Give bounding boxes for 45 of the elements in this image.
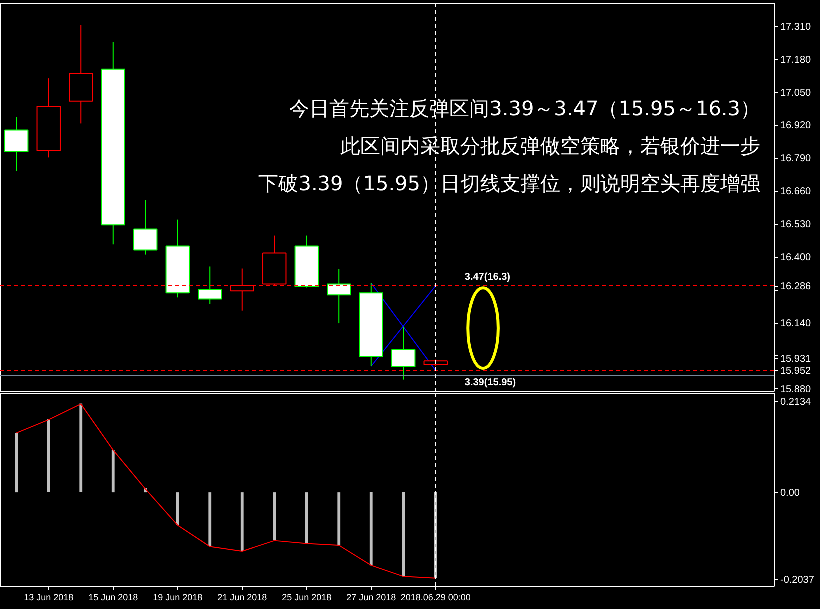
x-tick-label: 19 Jun 2018 [153, 592, 203, 602]
annotation: 此区间内采取分批反弹做空策略，若银价进一步 [340, 134, 760, 158]
ref-line-label: 16.286 [780, 282, 812, 293]
x-tick-label: 13 Jun 2018 [24, 592, 74, 602]
y-tick-label: 16.140 [780, 318, 812, 330]
candlestick [198, 266, 222, 305]
bar [273, 492, 276, 540]
bar [47, 420, 50, 493]
bar [208, 492, 212, 546]
bar [176, 492, 180, 526]
annotation: 今日首先关注反弹区间3.39～3.47（15.95～16.3） [290, 96, 761, 120]
bar [240, 492, 244, 552]
candlestick [4, 116, 29, 172]
y-tick-label: 0.2134 [780, 396, 812, 408]
candlestick [327, 268, 352, 324]
bar [305, 492, 308, 544]
y-tick-label: 16.920 [780, 120, 812, 132]
candlestick [392, 326, 416, 380]
bar [15, 433, 18, 493]
y-tick-label: 16.400 [780, 252, 812, 264]
x-tick-label: 15 Jun 2018 [88, 592, 138, 602]
y-tick-label: 17.310 [780, 22, 812, 33]
annotation: 3.39(15.95) [464, 378, 516, 389]
annotation: 3.47(16.3) [464, 272, 510, 284]
candlestick [134, 200, 158, 256]
bar [370, 492, 373, 566]
x-tick-label: 27 Jun 2018 [346, 592, 396, 602]
bar [338, 492, 341, 546]
y-tick-label: 17.050 [780, 88, 812, 99]
y-tick-label: 0.00 [780, 488, 800, 500]
x-tick-label: 21 Jun 2018 [218, 592, 268, 602]
y-tick-label: 16.660 [780, 186, 812, 198]
bar [80, 404, 83, 493]
line-series [16, 404, 436, 579]
annotation: 下破3.39（15.95）日切线支撑位，则说明空头再度增强 [258, 172, 761, 196]
x-tick-label: 25 Jun 2018 [282, 592, 332, 602]
x-tick-label: 2018.06.29 00:00 [400, 592, 471, 602]
y-tick-label: 17.180 [780, 54, 812, 66]
bar [112, 450, 115, 493]
bar [402, 492, 406, 577]
y-tick-label: 16.530 [780, 220, 812, 231]
ref-line-label: 15.952 [780, 366, 812, 378]
ref-line-label: 15.931 [780, 354, 812, 366]
y-tick-label: 16.790 [780, 154, 812, 165]
y-tick-label: -0.2037 [780, 575, 815, 586]
